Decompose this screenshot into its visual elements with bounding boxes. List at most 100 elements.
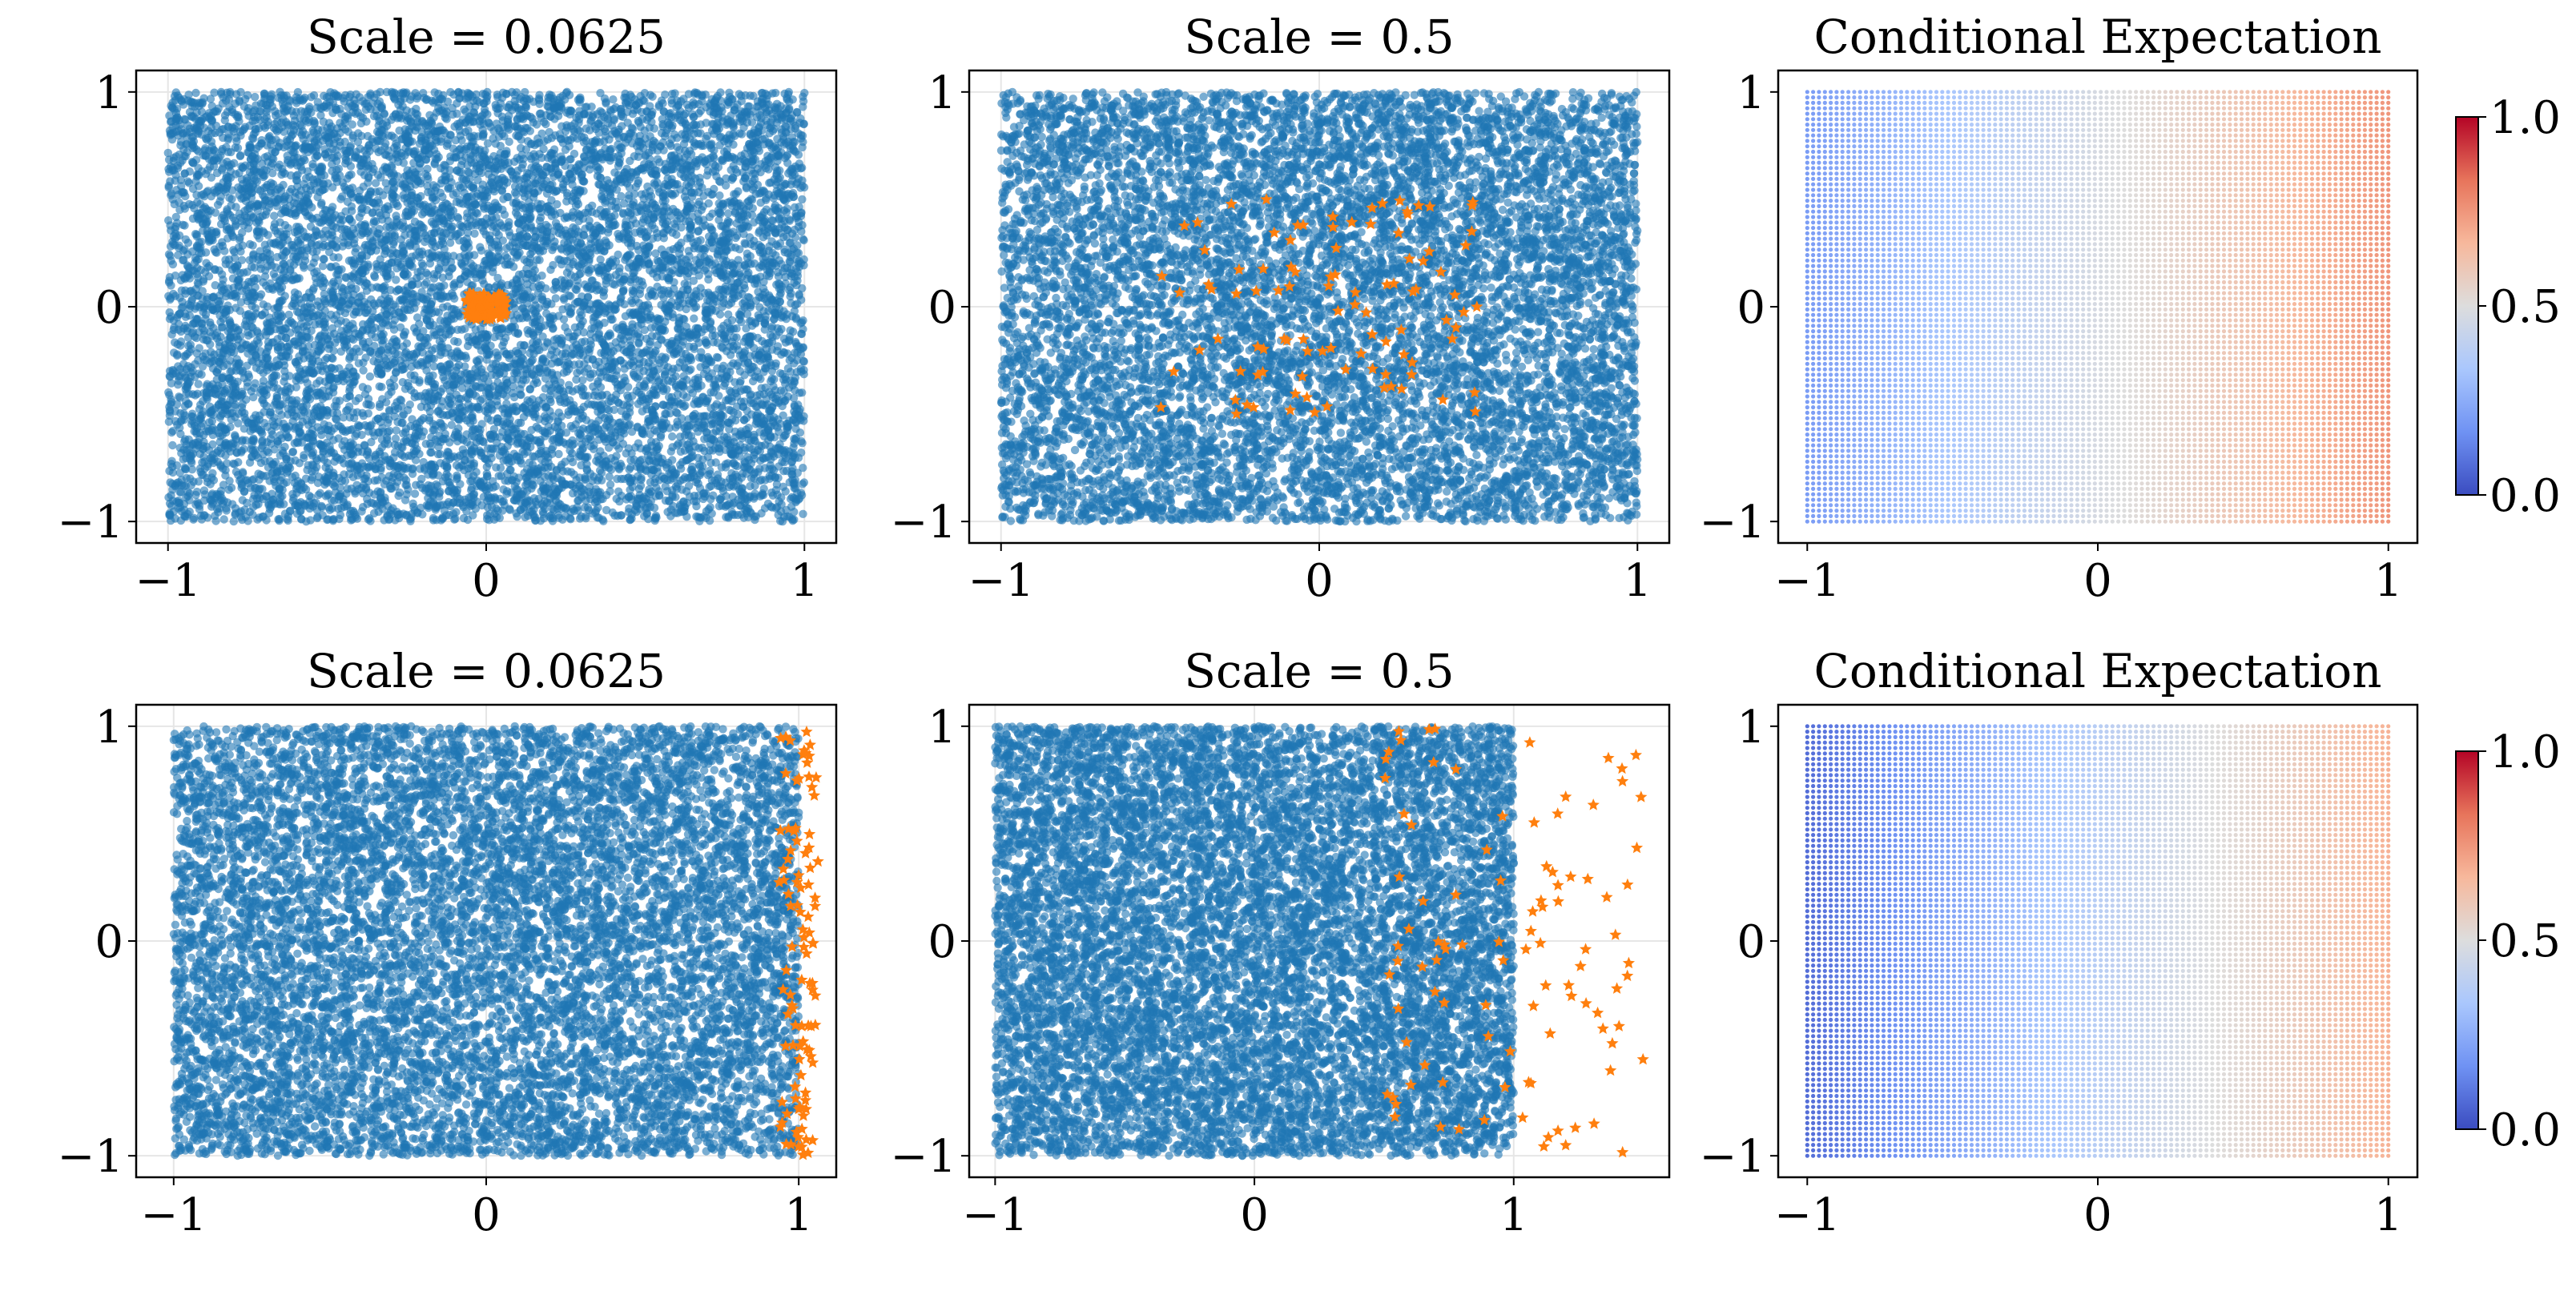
data-point (690, 314, 698, 323)
data-point (263, 302, 272, 311)
data-point (365, 372, 375, 381)
data-point (206, 95, 215, 103)
data-point (276, 493, 285, 501)
data-point (313, 423, 322, 432)
data-point (397, 451, 406, 460)
data-point (167, 428, 176, 437)
data-point (490, 332, 499, 342)
data-point (398, 418, 407, 427)
data-point (786, 326, 795, 335)
data-point (284, 310, 293, 320)
data-point (231, 431, 239, 440)
data-point (235, 307, 244, 316)
data-point (673, 408, 682, 418)
data-point (589, 369, 598, 378)
data-point (465, 419, 475, 428)
data-point (545, 127, 553, 137)
data-point (568, 489, 578, 498)
data-point (364, 179, 372, 187)
data-point (619, 285, 628, 294)
data-point (250, 384, 259, 392)
data-point (781, 487, 790, 496)
data-point (215, 311, 224, 320)
data-point (739, 168, 747, 177)
data-point (371, 179, 380, 187)
data-point (610, 105, 618, 114)
data-point (634, 400, 642, 408)
data-point (359, 366, 368, 375)
data-point (226, 368, 235, 376)
data-point (612, 185, 622, 194)
data-point (594, 452, 602, 461)
data-point (390, 448, 400, 456)
data-point (605, 473, 614, 481)
data-point (606, 487, 614, 496)
data-point (433, 450, 443, 459)
data-point (634, 388, 643, 397)
data-point (316, 111, 325, 120)
data-point (477, 246, 486, 255)
data-point (335, 396, 344, 405)
data-point (707, 369, 717, 378)
data-point (192, 191, 201, 199)
data-point (236, 87, 245, 97)
data-point (746, 481, 755, 491)
data-point (712, 352, 722, 362)
data-point (799, 509, 807, 518)
data-point (775, 214, 783, 223)
data-point (470, 229, 479, 238)
data-point (319, 255, 328, 263)
data-point (191, 88, 200, 98)
data-point (560, 214, 570, 223)
data-point (248, 134, 257, 143)
data-point (272, 263, 280, 271)
data-point (689, 276, 698, 285)
data-point (492, 463, 501, 472)
data-point (408, 415, 417, 424)
data-point (348, 120, 356, 129)
data-point (709, 338, 718, 347)
data-point (236, 298, 246, 307)
plot-area (163, 87, 809, 526)
data-point (208, 469, 217, 478)
data-point (643, 182, 652, 191)
blue-point-series (163, 87, 809, 526)
data-point (176, 429, 185, 439)
data-point (771, 88, 780, 98)
data-point (482, 462, 491, 472)
data-point (344, 127, 352, 136)
data-point (584, 392, 593, 400)
data-point (365, 514, 374, 523)
data-point (799, 103, 807, 111)
data-point (223, 360, 232, 369)
data-point (234, 419, 243, 428)
data-point (187, 409, 197, 418)
data-point (453, 471, 461, 480)
data-point (566, 292, 575, 300)
data-point (402, 339, 412, 348)
data-point (798, 143, 807, 152)
data-point (225, 103, 234, 111)
data-point (355, 186, 364, 195)
data-point (168, 440, 177, 450)
data-point (553, 199, 561, 209)
data-point (478, 126, 487, 135)
data-point (799, 478, 809, 487)
data-point (785, 215, 794, 224)
data-point (604, 405, 614, 415)
data-point (391, 434, 400, 443)
data-point (668, 456, 677, 464)
data-point (678, 356, 687, 364)
data-point (202, 259, 211, 267)
data-point (429, 362, 439, 371)
data-point (270, 219, 280, 228)
data-point (536, 477, 545, 485)
data-point (551, 294, 560, 303)
data-point (520, 341, 529, 350)
data-point (724, 310, 733, 319)
data-point (735, 367, 745, 376)
data-point (334, 164, 344, 173)
data-point (239, 268, 248, 277)
